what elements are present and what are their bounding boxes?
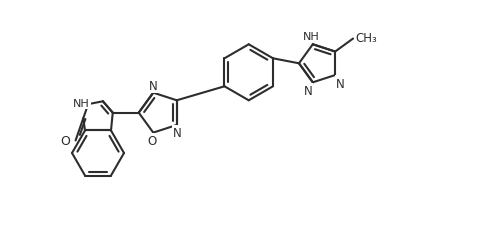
- Text: N: N: [304, 85, 312, 97]
- Text: N: N: [174, 127, 182, 140]
- Text: N: N: [149, 80, 158, 93]
- Text: O: O: [60, 134, 70, 147]
- Text: N: N: [336, 77, 344, 90]
- Text: CH₃: CH₃: [355, 32, 377, 45]
- Text: O: O: [148, 134, 157, 147]
- Text: NH: NH: [73, 99, 90, 109]
- Text: NH: NH: [302, 32, 319, 42]
